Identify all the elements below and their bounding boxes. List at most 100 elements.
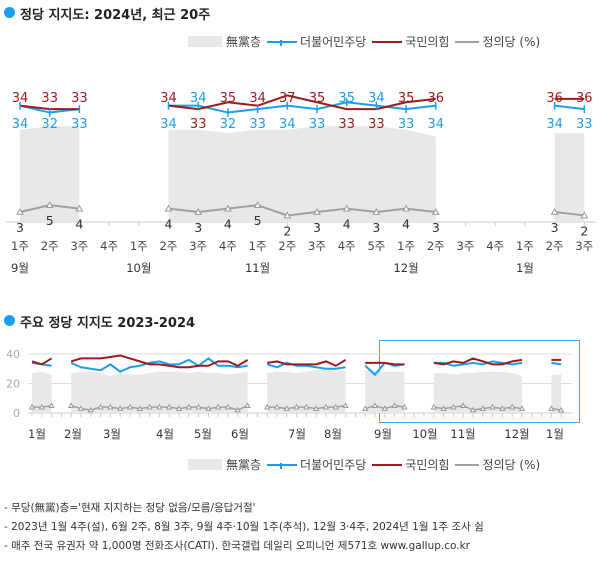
- justice-point: [431, 207, 440, 215]
- justice-value-label: 3: [432, 220, 440, 235]
- justice-point: [371, 402, 379, 408]
- justice-value-label: 2: [283, 223, 291, 238]
- justice-value-label: 3: [551, 220, 559, 235]
- justice-point: [136, 405, 143, 411]
- justice-point: [48, 402, 55, 408]
- week-label: 3주: [189, 239, 207, 253]
- week-label: 3주: [308, 239, 326, 253]
- justice-point: [28, 403, 36, 410]
- ppp-value-label: 37: [279, 91, 296, 106]
- month-label: 8월: [324, 427, 342, 441]
- legend-label-dp: 더불어민주당: [300, 35, 367, 49]
- unaffiliated-area: [433, 371, 522, 413]
- top-chart-title: 정당 지지도: 2024년, 최근 20주: [20, 8, 211, 23]
- justice-point: [205, 405, 212, 411]
- justice-point: [430, 403, 437, 410]
- month-label: 2월: [64, 427, 82, 441]
- week-label: 2주: [546, 239, 564, 253]
- justice-point: [273, 403, 281, 410]
- justice-point: [264, 403, 271, 410]
- month-label: 1월: [546, 427, 564, 441]
- legend-label-unaffiliated: 無黨층: [226, 458, 262, 472]
- ppp-value-label: 36: [576, 91, 593, 106]
- unaffiliated-area: [71, 371, 248, 413]
- ppp-line: [168, 94, 436, 111]
- justice-point: [16, 207, 24, 215]
- justice-point: [489, 403, 496, 410]
- ppp-value-label: 33: [41, 91, 58, 106]
- legend-label-unaffiliated: 無黨층: [226, 35, 262, 49]
- month-label: 10월: [126, 261, 151, 275]
- legend-swatch-justice: [455, 40, 480, 43]
- dp-value-label: 34: [428, 117, 445, 132]
- month-label: 11월: [450, 427, 475, 441]
- justice-point: [117, 405, 124, 411]
- unaffiliated-area: [554, 133, 585, 222]
- legend-swatch-ppp: [372, 463, 403, 466]
- month-label: 12월: [393, 261, 418, 275]
- justice-point: [342, 402, 349, 408]
- dp-value-label: 33: [249, 117, 266, 132]
- legend-swatch-dp: [267, 39, 298, 46]
- week-label: 4주: [338, 239, 356, 253]
- dp-value-label: 34: [368, 91, 385, 106]
- justice-point: [322, 403, 330, 410]
- week-label: 4주: [219, 239, 237, 253]
- ppp-value-label: 36: [428, 91, 445, 106]
- justice-point: [293, 403, 300, 410]
- month-label: 1월: [516, 261, 534, 275]
- justice-point: [164, 204, 173, 212]
- justice-value-label: 3: [372, 220, 380, 235]
- title-bullet-icon: [4, 315, 15, 326]
- ppp-value-label: 35: [220, 91, 237, 106]
- dp-line: [266, 361, 346, 370]
- ppp-value-label: 35: [309, 91, 326, 106]
- justice-point: [215, 403, 222, 410]
- week-label: 4주: [486, 239, 504, 253]
- justice-value-label: 4: [165, 217, 173, 232]
- justice-point: [185, 403, 192, 410]
- dp-value-label: 32: [41, 117, 58, 132]
- justice-value-label: 4: [224, 217, 232, 232]
- justice-point: [224, 204, 232, 212]
- justice-point: [402, 204, 410, 212]
- dp-value-label: 34: [190, 91, 207, 106]
- justice-point: [107, 403, 114, 410]
- title-bullet-icon: [4, 7, 15, 18]
- week-label: 5주: [367, 239, 385, 253]
- top-legend: 無黨층 더불어민주당 국민의힘 정의당 (%): [188, 33, 540, 50]
- week-label: 3주: [457, 239, 475, 253]
- ppp-value-label: 33: [190, 117, 207, 132]
- dp-value-label: 34: [160, 117, 177, 132]
- justice-point: [342, 204, 351, 212]
- ppp-value-label: 33: [71, 91, 88, 106]
- top-chart: 1주 2주 3주 4주 1주 2주 3주 4주 1주 2주 3주 4주 5주 1주 2주 3주 4주 1주 2주 3주…: [6, 91, 596, 275]
- month-label: 1월: [28, 427, 46, 441]
- unaffiliated-area: [32, 371, 52, 413]
- justice-point: [97, 403, 104, 410]
- justice-point: [283, 405, 290, 411]
- month-label: 4월: [156, 427, 174, 441]
- justice-point: [175, 405, 183, 411]
- ppp-value-label: 34: [249, 91, 266, 106]
- month-label: 10월: [412, 427, 437, 441]
- justice-point: [460, 402, 467, 408]
- justice-point: [313, 207, 321, 215]
- justice-point: [550, 207, 559, 215]
- justice-point: [401, 403, 408, 410]
- justice-point: [194, 207, 203, 215]
- justice-point: [303, 403, 310, 410]
- dp-value-label: 34: [279, 117, 296, 132]
- dp-value-label: 33: [309, 117, 326, 132]
- unaffiliated-area: [267, 368, 346, 413]
- justice-value-label: 4: [402, 217, 410, 232]
- month-label: 5월: [194, 427, 212, 441]
- justice-value-label: 5: [46, 213, 54, 228]
- justice-line: [168, 204, 436, 217]
- dp-value-label: 34: [12, 117, 29, 132]
- justice-value-label: 3: [194, 220, 202, 235]
- ppp-value-label: 35: [398, 91, 415, 106]
- justice-point: [509, 403, 516, 410]
- ppp-value-label: 34: [160, 91, 177, 106]
